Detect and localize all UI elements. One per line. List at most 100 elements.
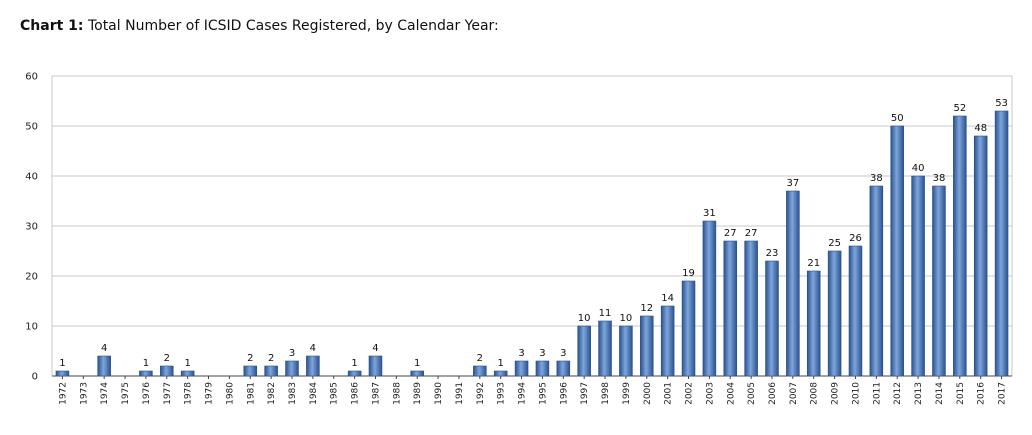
data-label: 38 xyxy=(870,173,883,184)
bar xyxy=(55,370,70,377)
chart-title: Chart 1: Total Number of ICSID Cases Reg… xyxy=(20,18,499,34)
bar xyxy=(640,315,654,377)
bar xyxy=(973,135,988,377)
data-label: 52 xyxy=(953,103,966,114)
data-label: 2 xyxy=(268,353,274,364)
x-tick-label: 2008 xyxy=(810,382,820,405)
x-tick-label: 2004 xyxy=(726,382,736,405)
y-tick-label: 0 xyxy=(32,372,38,383)
data-label: 10 xyxy=(620,313,633,324)
data-label: 3 xyxy=(539,348,545,359)
bar xyxy=(577,325,591,377)
x-tick-label: 1997 xyxy=(580,382,590,405)
bar xyxy=(285,360,299,377)
data-label: 2 xyxy=(164,353,170,364)
x-tick-label: 2011 xyxy=(872,382,882,405)
data-label: 1 xyxy=(351,358,357,369)
data-label: 4 xyxy=(310,343,316,354)
bar xyxy=(890,125,904,377)
bar xyxy=(243,365,258,377)
data-label: 40 xyxy=(912,163,925,174)
y-tick-label: 50 xyxy=(25,122,38,133)
bar xyxy=(535,360,550,377)
bar xyxy=(786,190,800,377)
data-label: 2 xyxy=(247,353,253,364)
bar xyxy=(723,240,738,377)
y-tick-label: 30 xyxy=(25,222,38,233)
x-tick-label: 1980 xyxy=(225,382,235,405)
x-tick-label: 1979 xyxy=(205,382,215,405)
x-tick-label: 1985 xyxy=(330,382,340,405)
data-label: 4 xyxy=(372,343,378,354)
bar xyxy=(932,185,946,377)
bar xyxy=(347,370,362,377)
bar xyxy=(473,365,487,377)
bar xyxy=(139,370,153,377)
x-tick-label: 1986 xyxy=(351,382,361,405)
x-tick-label: 1994 xyxy=(518,382,528,405)
x-tick-label: 2000 xyxy=(643,382,653,405)
bar xyxy=(306,355,320,377)
data-label: 1 xyxy=(414,358,420,369)
chart-title-text: Total Number of ICSID Cases Registered, … xyxy=(83,18,499,34)
x-tick-label: 1989 xyxy=(413,382,423,405)
bar xyxy=(619,325,633,377)
bar xyxy=(410,370,424,377)
bar xyxy=(660,305,675,377)
x-tick-label: 1981 xyxy=(246,382,256,405)
x-tick-label: 1982 xyxy=(267,382,277,405)
data-label: 10 xyxy=(578,313,591,324)
x-tick-label: 2005 xyxy=(747,382,757,405)
chart-title-prefix: Chart 1: xyxy=(20,18,84,34)
x-tick-label: 2016 xyxy=(977,382,987,405)
data-label: 3 xyxy=(518,348,524,359)
x-tick-label: 1995 xyxy=(538,382,548,405)
x-tick-label: 1984 xyxy=(309,382,319,405)
data-label: 21 xyxy=(807,258,820,269)
data-label: 1 xyxy=(498,358,504,369)
x-tick-label: 2017 xyxy=(998,382,1008,405)
x-tick-label: 2015 xyxy=(956,382,966,405)
bar xyxy=(911,175,925,377)
x-tick-label: 1978 xyxy=(184,382,194,405)
y-tick-label: 10 xyxy=(25,322,38,333)
x-tick-label: 1973 xyxy=(79,382,89,405)
x-tick-label: 2003 xyxy=(705,382,715,405)
x-tick-label: 1996 xyxy=(559,382,569,405)
y-tick-label: 40 xyxy=(25,172,38,183)
bar xyxy=(264,365,278,377)
bar xyxy=(869,185,884,377)
data-label: 1 xyxy=(59,358,65,369)
bar xyxy=(744,240,758,377)
x-tick-label: 1977 xyxy=(163,382,173,405)
x-tick-label: 1993 xyxy=(497,382,507,405)
data-label: 3 xyxy=(289,348,295,359)
x-tick-label: 2010 xyxy=(851,382,861,405)
x-tick-label: 1990 xyxy=(434,382,444,405)
bar xyxy=(556,360,571,377)
data-label: 25 xyxy=(828,238,841,249)
data-label: 11 xyxy=(599,308,612,319)
x-tick-label: 1992 xyxy=(476,382,486,405)
y-tick-label: 20 xyxy=(25,272,38,283)
x-tick-label: 1975 xyxy=(121,382,131,405)
x-tick-label: 1972 xyxy=(58,382,68,405)
data-label: 19 xyxy=(682,268,695,279)
x-tick-label: 2006 xyxy=(768,382,778,405)
data-label: 37 xyxy=(787,178,800,189)
x-tick-label: 2012 xyxy=(893,382,903,405)
data-label: 53 xyxy=(995,98,1008,109)
bar xyxy=(827,250,842,377)
data-label: 26 xyxy=(849,233,862,244)
bar xyxy=(806,270,821,377)
bar xyxy=(681,280,696,377)
data-label: 14 xyxy=(661,293,674,304)
data-label: 3 xyxy=(560,348,566,359)
x-tick-label: 1974 xyxy=(100,382,110,405)
bar xyxy=(97,355,111,377)
x-tick-label: 2009 xyxy=(831,382,841,405)
data-label: 48 xyxy=(974,123,987,134)
x-tick-label: 1998 xyxy=(601,382,611,405)
x-tick-label: 1976 xyxy=(142,382,152,405)
